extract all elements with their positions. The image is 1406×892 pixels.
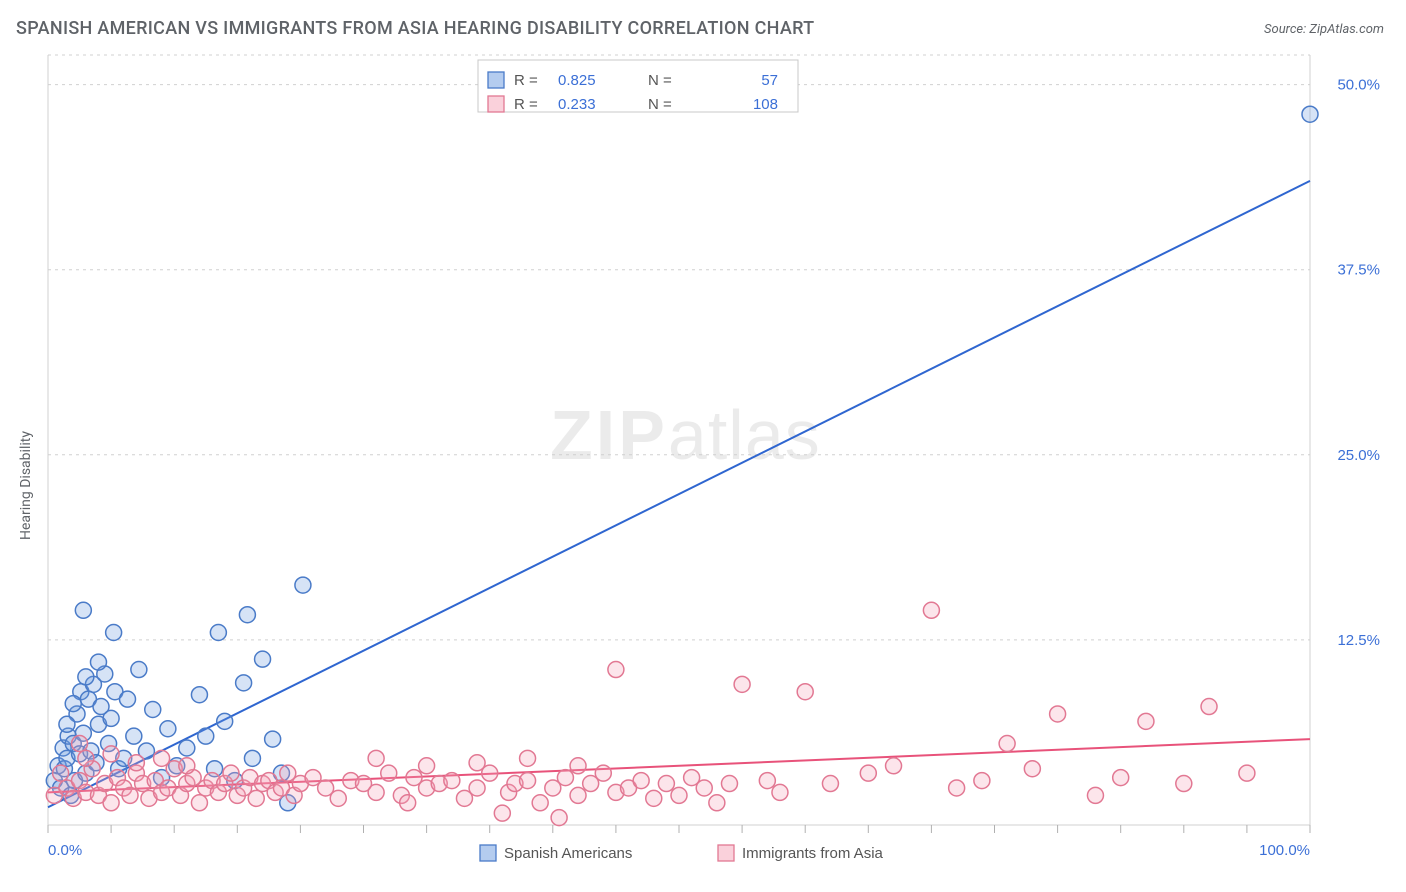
svg-text:57: 57 [761, 72, 778, 89]
svg-text:0.0%: 0.0% [48, 842, 82, 859]
svg-text:Spanish Americans: Spanish Americans [504, 845, 632, 862]
svg-text:108: 108 [753, 96, 778, 113]
svg-text:0.825: 0.825 [558, 72, 596, 89]
svg-text:50.0%: 50.0% [1337, 77, 1380, 94]
svg-text:Immigrants from Asia: Immigrants from Asia [742, 845, 884, 862]
svg-text:37.5%: 37.5% [1337, 262, 1380, 279]
svg-text:R =: R = [514, 96, 538, 113]
svg-text:R =: R = [514, 72, 538, 89]
svg-text:N =: N = [648, 96, 672, 113]
svg-text:100.0%: 100.0% [1259, 842, 1310, 859]
svg-text:N =: N = [648, 72, 672, 89]
svg-text:25.0%: 25.0% [1337, 447, 1380, 464]
svg-text:12.5%: 12.5% [1337, 632, 1380, 649]
svg-text:0.233: 0.233 [558, 96, 596, 113]
correlation-scatter-chart: 12.5% 25.0% 37.5% 50.0% 0.0% 100.0% R = 0.825 N … [0, 0, 1406, 892]
